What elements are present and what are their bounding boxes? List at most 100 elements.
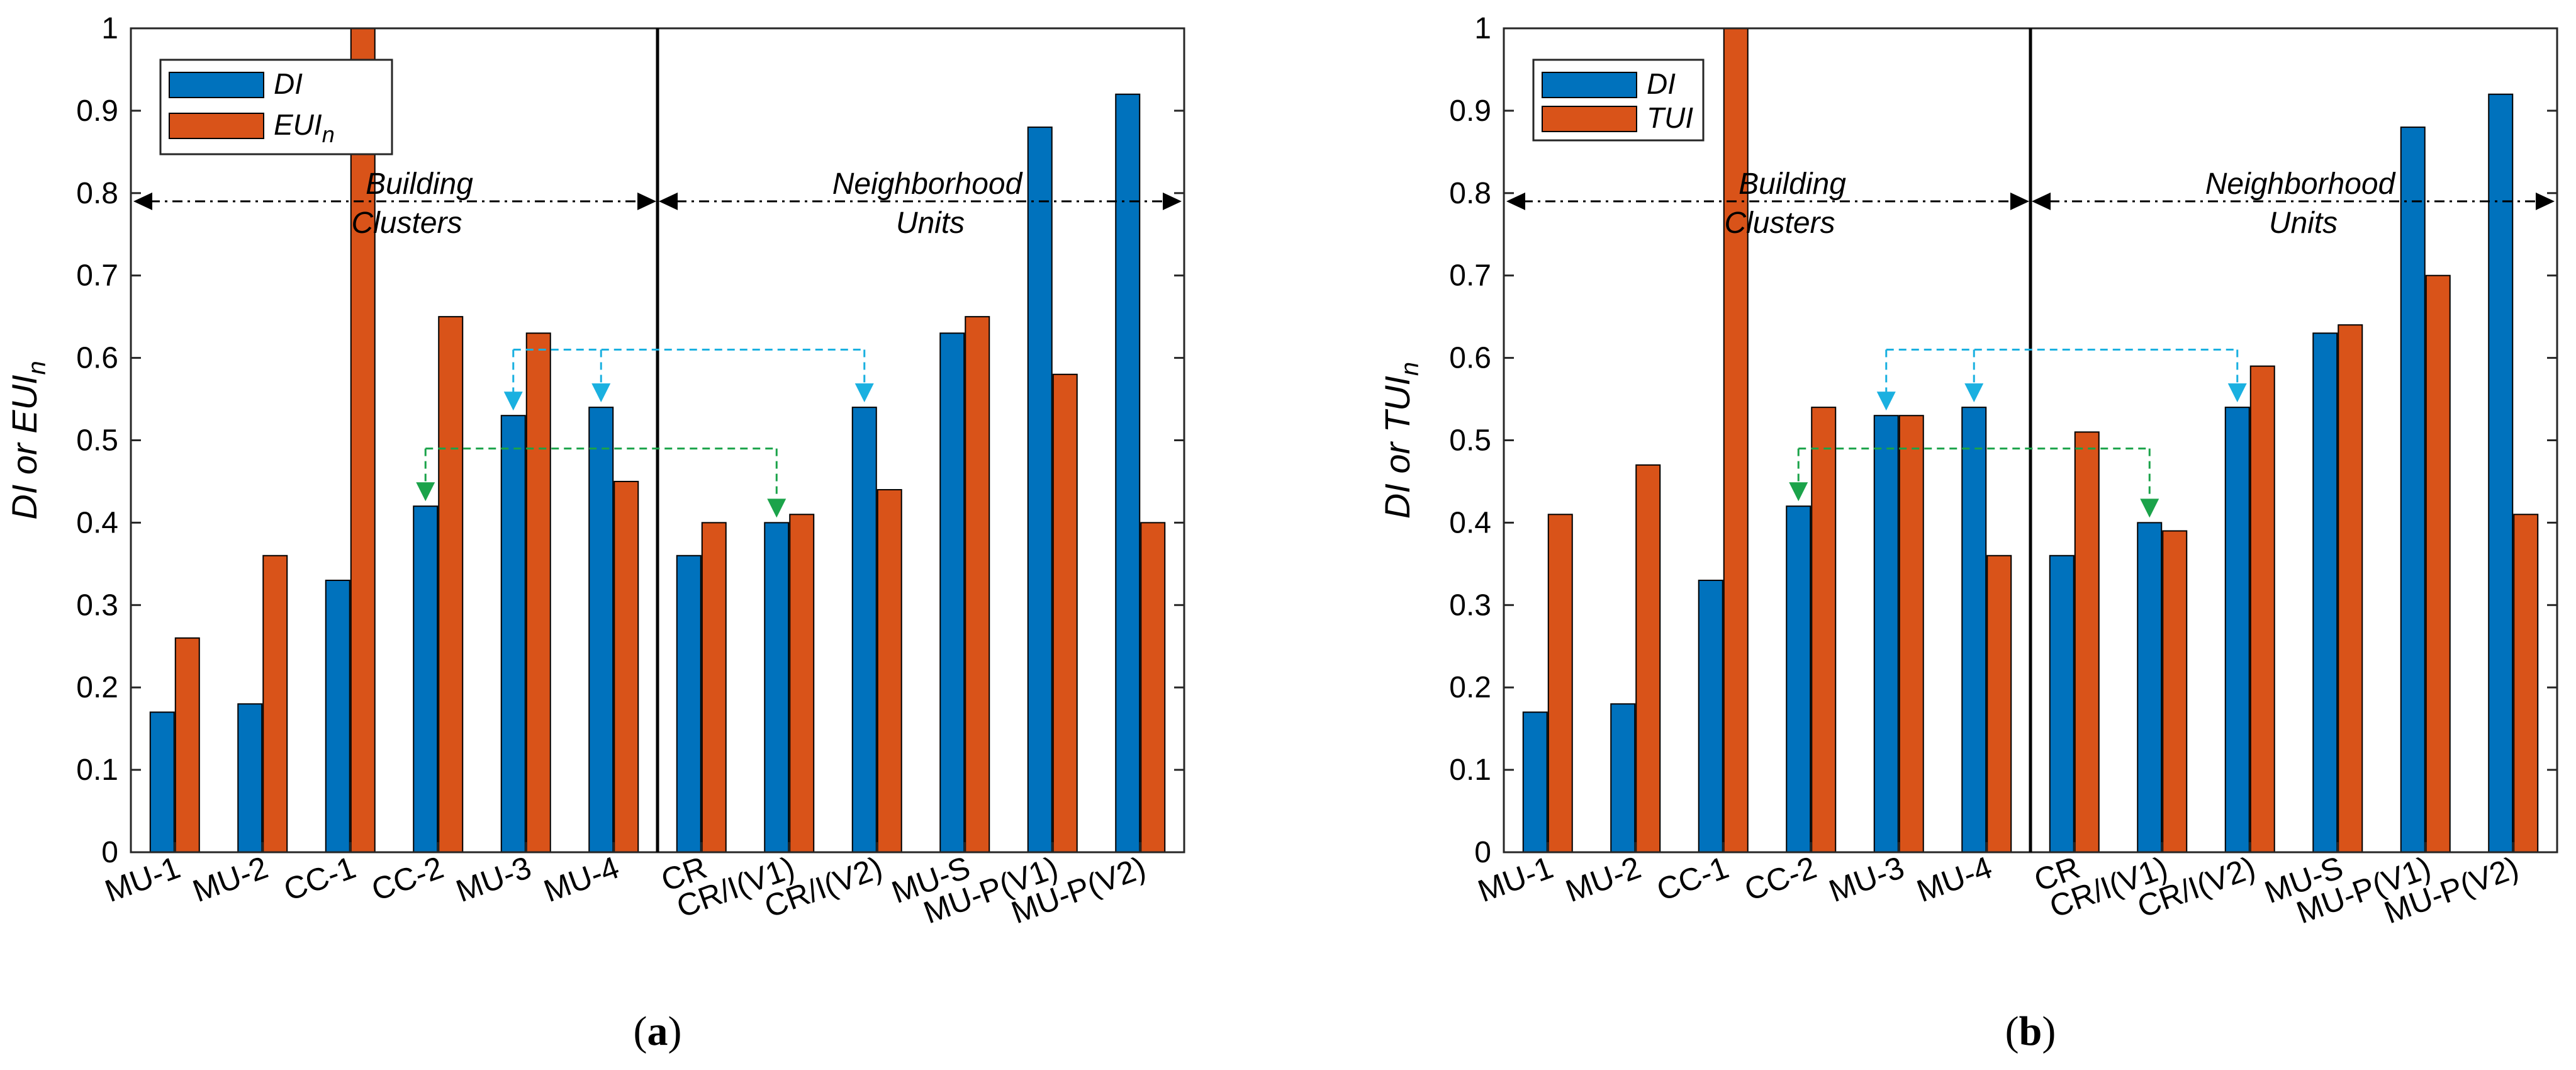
x-tick-label: MU-3 — [452, 850, 536, 909]
y-tick-label: 0.1 — [1449, 753, 1491, 787]
bar-eui-8 — [876, 489, 902, 852]
y-tick-label: 0.4 — [1449, 506, 1491, 539]
connector-arrowhead-0 — [854, 383, 874, 403]
bar-di-3 — [413, 505, 439, 852]
y-tick-label: 0.3 — [76, 588, 118, 622]
bar-di-5 — [588, 407, 614, 852]
y-tick-label: 0 — [1474, 836, 1491, 869]
bar-eui-10 — [1052, 373, 1078, 852]
legend-label-subscript-1: n — [322, 121, 335, 147]
legend-label-main-1: TUI — [1647, 101, 1693, 134]
panel-label-a: (a) — [634, 1008, 682, 1054]
legend-label-tui: TUI — [1647, 101, 1693, 134]
y-axis-title-subscript: n — [23, 361, 51, 374]
panel-label-paren: ) — [668, 1008, 682, 1054]
y-axis-title: DI or TUIn — [1377, 362, 1424, 519]
x-tick-label: MU-2 — [1561, 850, 1645, 909]
bar-di-1 — [1610, 703, 1636, 852]
bar-di-2 — [1698, 580, 1723, 852]
x-tick-label: MU-4 — [1912, 850, 1996, 909]
bar-di-1 — [237, 703, 263, 852]
bar-di-2 — [325, 580, 350, 852]
bar-tui-11 — [2513, 514, 2539, 852]
legend-label-main-0: DI — [274, 67, 303, 100]
y-axis-title-main: DI or EUI — [4, 374, 44, 519]
region-label-line2-0: Clusters — [1724, 206, 1835, 240]
bar-eui-2 — [350, 28, 376, 852]
legend-swatch-tui — [1542, 106, 1637, 132]
bar-tui-8 — [2249, 365, 2275, 852]
y-tick-label: 0.9 — [76, 94, 118, 128]
legend-swatch-eui — [169, 113, 264, 139]
bar-tui-5 — [1986, 555, 2012, 852]
bar-di-5 — [1961, 407, 1987, 852]
region-arrowhead — [1506, 192, 1525, 210]
bar-eui-3 — [438, 316, 464, 852]
y-tick-label: 0.1 — [76, 753, 118, 787]
legend: DI EUIn — [159, 59, 393, 155]
bar-eui-0 — [174, 637, 200, 852]
region-arrowhead — [2010, 192, 2029, 210]
bar-tui-7 — [2162, 530, 2188, 852]
bar-di-0 — [149, 711, 175, 852]
region-label-line1-1: Neighborhood — [832, 167, 1023, 201]
bar-di-11 — [1115, 93, 1141, 852]
region-arrowhead — [2032, 192, 2051, 210]
legend-swatch-di — [1542, 72, 1637, 98]
region-arrowhead — [1163, 192, 1182, 210]
connector-arrowhead-1 — [416, 482, 435, 502]
bar-di-6 — [676, 555, 702, 852]
bar-eui-1 — [262, 555, 288, 852]
x-tick-label: MU-2 — [188, 850, 272, 909]
y-tick-label: 0.6 — [76, 342, 118, 375]
y-tick-label: 0 — [101, 836, 118, 869]
panel-label-paren: ( — [2005, 1008, 2019, 1054]
legend-label-di: DI — [274, 67, 303, 100]
y-tick-label: 0.7 — [76, 259, 118, 293]
bar-eui-9 — [965, 316, 990, 852]
bar-di-11 — [2488, 93, 2514, 852]
bar-di-9 — [2312, 332, 2338, 852]
region-label-line1-0: Building — [366, 167, 473, 201]
bar-di-4 — [1873, 415, 1899, 852]
legend-label-main-0: DI — [1647, 67, 1676, 100]
bars — [1522, 28, 2539, 852]
bar-eui-4 — [525, 332, 551, 852]
bar-tui-4 — [1898, 415, 1924, 852]
bar-eui-6 — [701, 522, 727, 852]
y-tick-label: 1 — [1474, 12, 1491, 45]
x-tick-label: MU-3 — [1825, 850, 1909, 909]
bar-tui-0 — [1547, 514, 1573, 852]
bar-di-4 — [500, 415, 526, 852]
legend-swatch-di — [169, 72, 264, 98]
x-tick-label: CC-1 — [1652, 850, 1733, 908]
connector-arrowhead-1 — [767, 498, 787, 518]
y-tick-label: 0.2 — [76, 671, 118, 704]
x-tick-label: CC-2 — [1740, 850, 1821, 908]
region-arrowhead — [659, 192, 678, 210]
panel-label-letter: a — [647, 1008, 668, 1054]
bar-tui-10 — [2425, 274, 2451, 852]
connector-arrowhead-0 — [591, 383, 611, 403]
bar-di-7 — [764, 522, 790, 852]
bar-di-8 — [2224, 407, 2250, 852]
bar-di-10 — [1027, 127, 1053, 852]
y-tick-label: 0.8 — [1449, 177, 1491, 210]
region-arrowhead — [2536, 192, 2555, 210]
bar-di-10 — [2400, 127, 2426, 852]
bar-tui-6 — [2074, 431, 2100, 852]
y-tick-label: 0.3 — [1449, 588, 1491, 622]
x-tick-label: CC-1 — [279, 850, 361, 908]
x-tick-label: CC-2 — [367, 850, 448, 908]
bar-di-6 — [2049, 555, 2075, 852]
region-label-line2-1: Units — [2269, 206, 2338, 240]
bar-eui-5 — [613, 480, 639, 852]
bar-di-3 — [1786, 505, 1812, 852]
panel-label-paren: ( — [634, 1008, 647, 1054]
bar-tui-9 — [2338, 324, 2363, 852]
region-arrowhead — [637, 192, 656, 210]
connector-arrowhead-1 — [2140, 498, 2159, 518]
